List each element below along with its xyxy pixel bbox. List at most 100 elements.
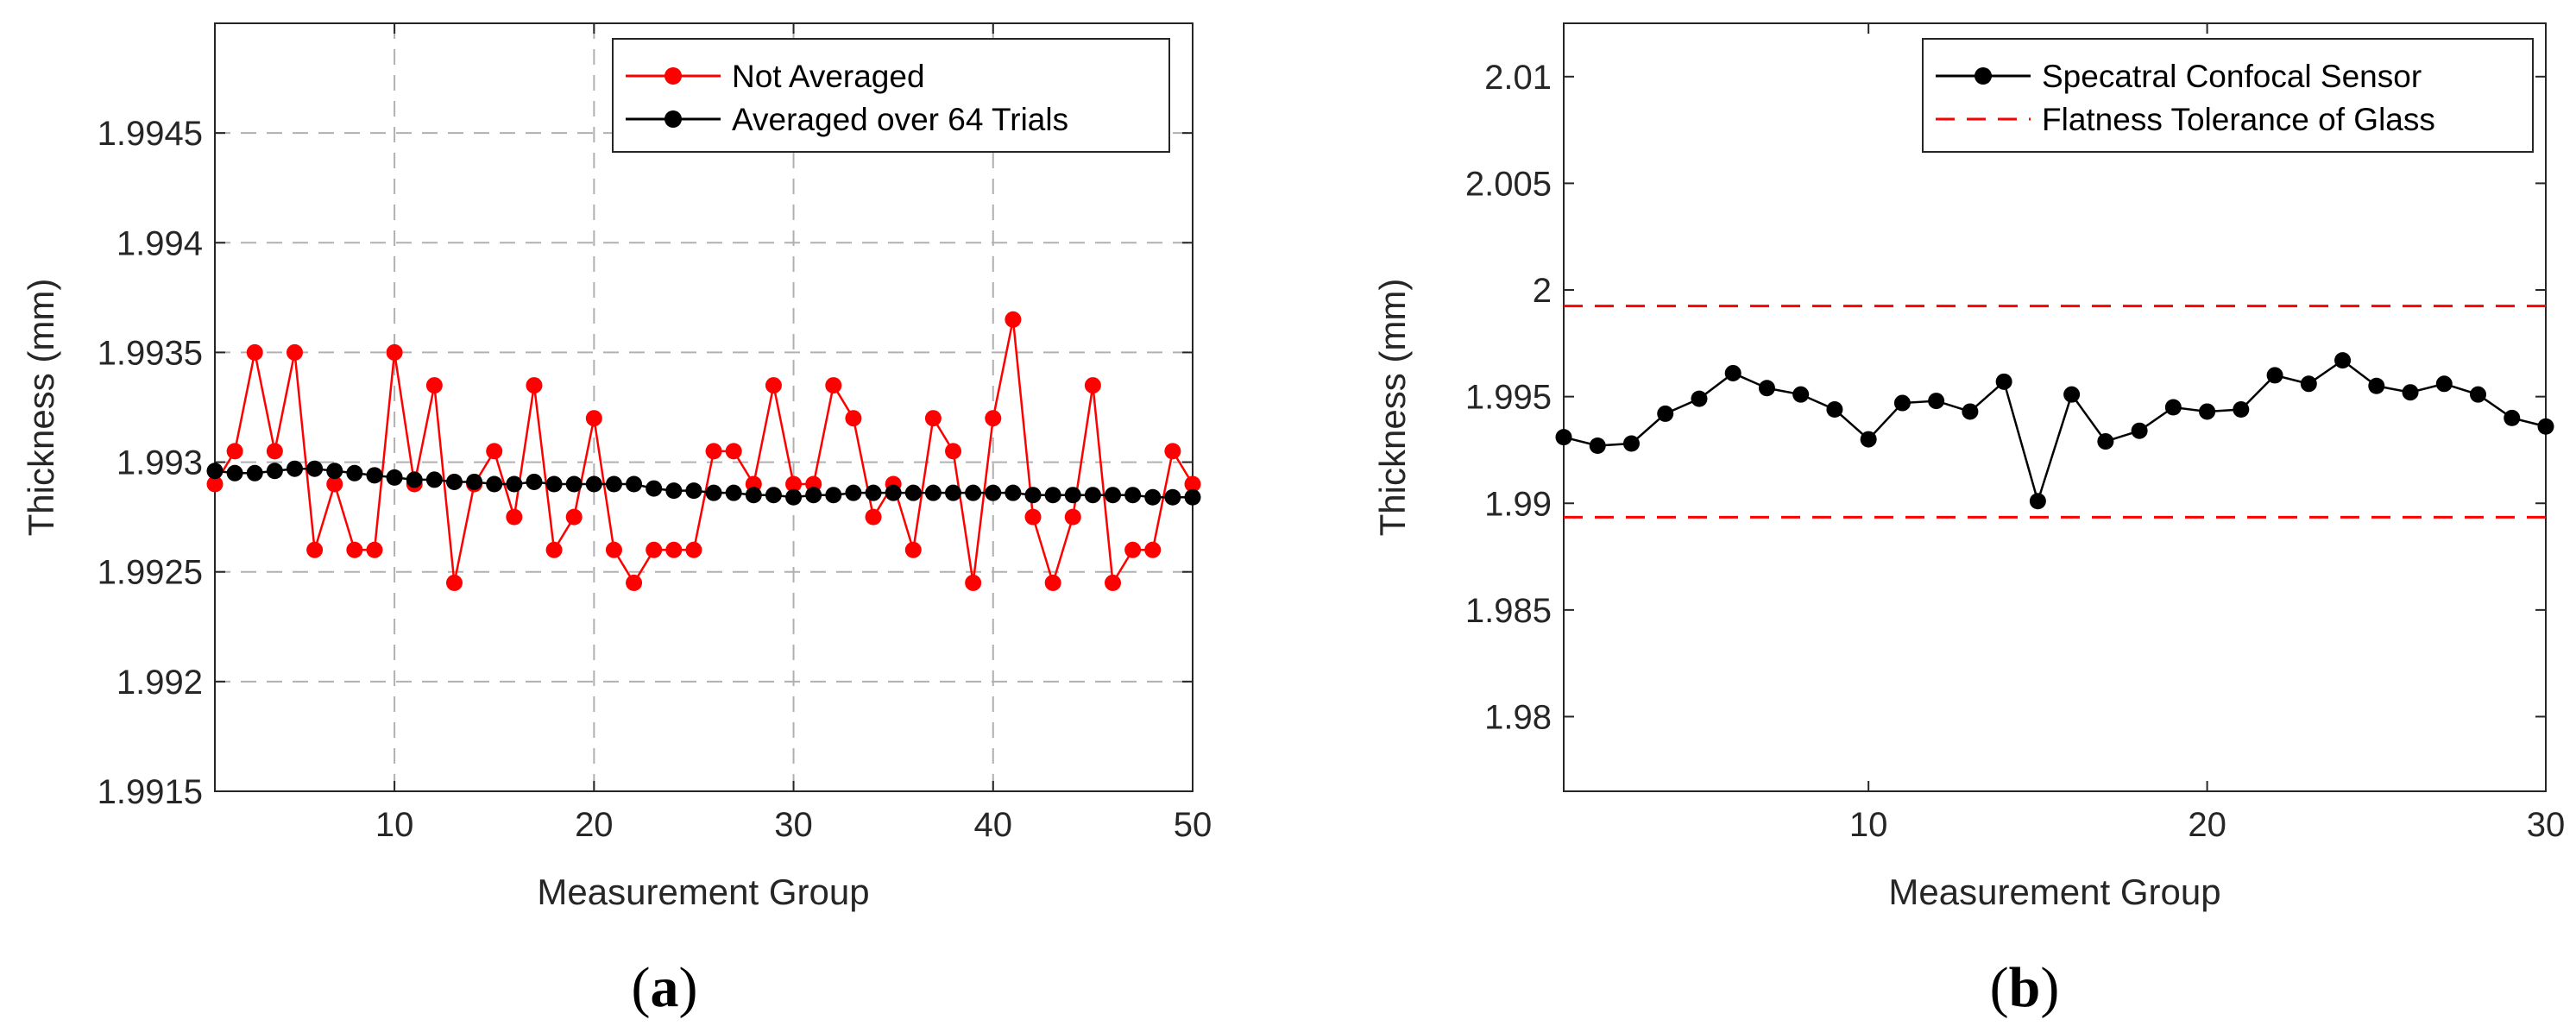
legend-label-not-averaged: Not Averaged	[732, 59, 925, 94]
x-tick-label: 10	[375, 806, 414, 844]
data-point	[725, 484, 742, 501]
series-group	[1555, 352, 2554, 510]
data-point	[2300, 375, 2317, 393]
data-point	[366, 467, 383, 484]
series-line-1	[213, 319, 1194, 587]
legend: Specatral Confocal Sensor Flatness Toler…	[1922, 38, 2534, 153]
data-point	[526, 377, 543, 394]
data-point	[1124, 487, 1142, 504]
data-point	[924, 484, 942, 501]
data-point	[1928, 393, 1945, 410]
data-point	[2029, 493, 2046, 510]
data-point	[605, 475, 622, 493]
data-point	[685, 482, 702, 500]
data-point	[1005, 484, 1022, 501]
data-point	[526, 473, 543, 490]
data-point	[725, 443, 742, 460]
data-point	[445, 574, 463, 591]
y-tick-label: 1.9925	[98, 554, 203, 592]
legend-marker-sensor	[1975, 67, 1992, 85]
x-tick-label: 30	[774, 806, 813, 844]
data-point	[565, 475, 583, 493]
data-point	[705, 443, 722, 460]
data-point	[1589, 437, 1606, 454]
data-point	[685, 541, 702, 558]
data-point	[286, 460, 303, 477]
data-point	[486, 475, 503, 493]
data-point	[1084, 487, 1101, 504]
data-point	[2504, 409, 2521, 426]
data-point	[2435, 375, 2453, 393]
data-point	[346, 541, 363, 558]
y-axis-label: Thickness (mm)	[1372, 279, 1413, 537]
y-tick-label: 2	[1533, 272, 1552, 310]
data-point	[1105, 574, 1122, 591]
data-point	[785, 488, 803, 506]
y-tick-label: 1.9945	[98, 115, 203, 153]
series-line-1	[1563, 359, 2547, 506]
data-point	[705, 484, 722, 501]
data-point	[646, 541, 663, 558]
data-point	[206, 463, 224, 480]
series-group	[206, 311, 1201, 591]
plot-area	[214, 22, 1194, 792]
data-point	[545, 541, 563, 558]
data-point	[1691, 390, 1708, 407]
x-axis-ticks: 10 20 30	[1849, 23, 2565, 844]
data-point	[1860, 431, 1877, 448]
data-point	[2063, 386, 2081, 403]
data-point	[1164, 443, 1181, 460]
data-point	[865, 508, 882, 526]
data-point	[2368, 377, 2385, 394]
data-point	[226, 443, 243, 460]
data-point	[466, 473, 483, 490]
data-point	[1555, 429, 1572, 446]
y-axis-label: Thickness (mm)	[21, 279, 61, 537]
data-point	[246, 343, 263, 361]
data-point	[346, 464, 363, 482]
data-point	[206, 475, 224, 493]
legend-marker-not-averaged	[664, 67, 682, 85]
data-point	[386, 469, 403, 486]
x-tick-label: 20	[2188, 806, 2226, 844]
y-tick-label: 1.994	[117, 224, 203, 262]
y-tick-label: 1.993	[117, 444, 203, 482]
data-point	[1995, 373, 2012, 390]
data-point	[785, 475, 803, 493]
y-tick-label: 1.99	[1484, 485, 1552, 523]
data-point	[386, 343, 403, 361]
data-point	[266, 463, 283, 480]
data-point	[1005, 311, 1022, 328]
data-point	[985, 484, 1002, 501]
legend: Not Averaged Averaged over 64 Trials	[612, 38, 1170, 153]
plot-area	[1563, 22, 2547, 792]
data-point	[2537, 418, 2554, 435]
data-point	[626, 475, 643, 493]
data-point	[326, 463, 343, 480]
x-axis-label: Measurement Group	[537, 872, 869, 912]
panel-label-a: (a)	[632, 956, 698, 1019]
legend-marker-averaged	[664, 110, 682, 128]
data-point	[2164, 399, 2182, 416]
data-point	[1758, 380, 1775, 397]
data-point	[985, 410, 1002, 427]
data-point	[585, 475, 602, 493]
y-axis-ticks: 1.9915 1.992 1.9925 1.993 1.9935 1.994 1.9945	[98, 115, 1193, 811]
data-point	[965, 574, 982, 591]
reference-lines	[1564, 305, 2546, 519]
data-point	[1044, 487, 1061, 504]
x-tick-label: 50	[1174, 806, 1212, 844]
data-point	[945, 443, 962, 460]
data-point	[1064, 487, 1081, 504]
data-point	[1024, 508, 1042, 526]
data-point	[246, 464, 263, 482]
y-tick-label: 1.9915	[98, 773, 203, 811]
data-point	[226, 464, 243, 482]
data-point	[665, 541, 683, 558]
data-point	[2334, 352, 2352, 369]
y-tick-label: 1.985	[1465, 592, 1552, 630]
data-point	[1144, 488, 1162, 506]
data-point	[924, 410, 942, 427]
data-point	[2233, 400, 2250, 418]
legend-label-averaged: Averaged over 64 Trials	[732, 102, 1068, 137]
